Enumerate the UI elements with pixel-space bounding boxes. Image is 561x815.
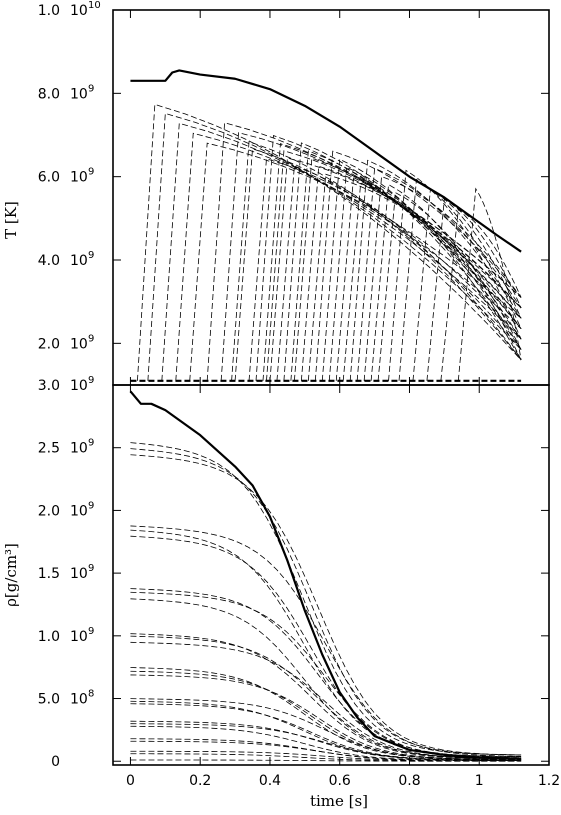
- temperature-tracer-line: [276, 165, 522, 381]
- bottom-ytick-label: 1.5: [38, 566, 60, 582]
- density-tracer-line: [130, 588, 522, 759]
- bottom-ytick-exp: 8: [88, 689, 94, 700]
- temperature-tracer-line: [440, 208, 522, 381]
- bottom-ytick-base: 10: [70, 378, 88, 394]
- bottom-ytick-label: 2.5: [38, 441, 60, 457]
- temperature-tracer-line: [349, 159, 522, 381]
- xtick-label: 0.6: [329, 773, 351, 789]
- top-ytick-label: 4.0: [38, 253, 60, 269]
- temperature-tracer-line: [398, 178, 522, 381]
- bottom-ytick-base: 10: [70, 566, 88, 582]
- xtick-label: 0.2: [189, 773, 211, 789]
- bottom-frame: [112, 384, 550, 766]
- temperature-tracer-line: [206, 122, 522, 381]
- bottom-ytick-label: 5.0: [38, 692, 60, 708]
- density-tracer-line: [130, 454, 522, 756]
- bottom-series-solid: [129, 390, 522, 760]
- top-ytick-label: 2.0: [38, 336, 60, 352]
- temperature-tracer-line: [147, 112, 522, 381]
- temperature-tracer-line: [356, 167, 522, 381]
- top-ytick-label: 1.0: [38, 3, 60, 19]
- density-tracer-line: [130, 529, 522, 758]
- temperature-tracer-line: [290, 150, 522, 381]
- bottom-ytick-exp: 9: [88, 500, 94, 511]
- top-panel: 1.0 10 108.0 10 96.0 10 94.0 10 92.0 10 9: [38, 0, 550, 386]
- temperature-tracer-line: [234, 148, 522, 381]
- temperature-tracer-line: [342, 182, 522, 381]
- top-ytick-exp: 9: [88, 83, 94, 94]
- top-ytick-exp: 9: [88, 167, 94, 178]
- bottom-ytick-label: 1.0: [38, 629, 60, 645]
- top-series-solid: [130, 69, 522, 253]
- temperature-tracer-line: [231, 141, 522, 381]
- top-ytick-exp: 9: [88, 333, 94, 344]
- top-ytick-base: 10: [70, 253, 88, 269]
- bottom-ytick-exp: 9: [88, 563, 94, 574]
- xtick-label: 1.2: [538, 773, 560, 789]
- temperature-tracer-line: [377, 192, 522, 381]
- temperature-tracer-line: [388, 169, 522, 381]
- temperature-tracer-line: [248, 158, 522, 381]
- temperature-tracer-line: [220, 132, 522, 381]
- density-tracer-line: [130, 591, 522, 759]
- temperature-tracer-line: [266, 150, 522, 381]
- xlabel: time [s]: [310, 792, 368, 810]
- density-tracer-line: [130, 442, 522, 756]
- temperature-tracer-line: [457, 187, 522, 381]
- density-tracer-line: [130, 535, 522, 758]
- top-ytick-exp: 9: [88, 250, 94, 261]
- temperature-tracer-line: [363, 175, 522, 381]
- top-frame: [112, 9, 550, 386]
- top-ytick-base: 10: [70, 86, 88, 102]
- temperature-tracer-line: [307, 173, 522, 381]
- density-tracer-line: [130, 641, 522, 760]
- xtick-label: 0.4: [259, 773, 281, 789]
- temperature-tracer-line: [161, 122, 522, 381]
- temperature-tracer-line: [283, 142, 522, 381]
- temperature-tracer-line: [293, 157, 522, 381]
- bottom-ytick-base: 10: [70, 503, 88, 519]
- density-tracer-line: [130, 448, 522, 756]
- temperature-tracer-line: [175, 132, 522, 381]
- density-tracer-line: [130, 598, 522, 759]
- bottom-ytick-exp: 9: [88, 375, 94, 386]
- bottom-ytick-label: 3.0: [38, 378, 60, 394]
- density-tracer-line: [130, 674, 522, 760]
- density-tracer-line: [130, 525, 522, 757]
- top-ytick-base: 10: [70, 3, 88, 19]
- top-ytick-base: 10: [70, 336, 88, 352]
- temperature-tracer-line: [262, 143, 522, 381]
- top-ytick-label: 6.0: [38, 170, 60, 186]
- xtick-label: 0.8: [398, 773, 420, 789]
- density-tracer-line: [130, 698, 522, 761]
- bottom-ytick-exp: 9: [88, 626, 94, 637]
- temperature-tracer-line: [300, 165, 522, 381]
- xtick-label: 1: [475, 773, 484, 789]
- density-tracer-line: [130, 635, 522, 760]
- bottom-ytick-base: 10: [70, 441, 88, 457]
- xtick-label: 0: [126, 773, 135, 789]
- bottom-ytick-label: 2.0: [38, 503, 60, 519]
- temperature-tracer-line: [314, 150, 522, 381]
- temperature-tracer-line: [335, 174, 522, 381]
- density-tracer-line: [130, 759, 522, 762]
- top-ytick-label: 8.0: [38, 86, 60, 102]
- temperature-tracer-line: [370, 183, 522, 381]
- temperature-tracer-line: [321, 158, 522, 381]
- bottom-panel: 3.0 10 92.5 10 92.0 10 91.5 10 91.0 10 95.0 10 800 0.…: [38, 375, 560, 789]
- bottom-ylabel: ρ[g/cm³]: [2, 543, 20, 607]
- temperature-tracer-line: [269, 157, 522, 381]
- top-ytick-exp: 10: [88, 0, 101, 11]
- bottom-ytick-base: 10: [70, 629, 88, 645]
- bottom-ytick-base: 10: [70, 692, 88, 708]
- bottom-ytick-label: 0: [51, 754, 60, 770]
- temperature-tracer-line: [137, 103, 522, 381]
- top-ytick-base: 10: [70, 170, 88, 186]
- top-ylabel: T [K]: [2, 201, 20, 239]
- bottom-ytick-exp: 9: [88, 438, 94, 449]
